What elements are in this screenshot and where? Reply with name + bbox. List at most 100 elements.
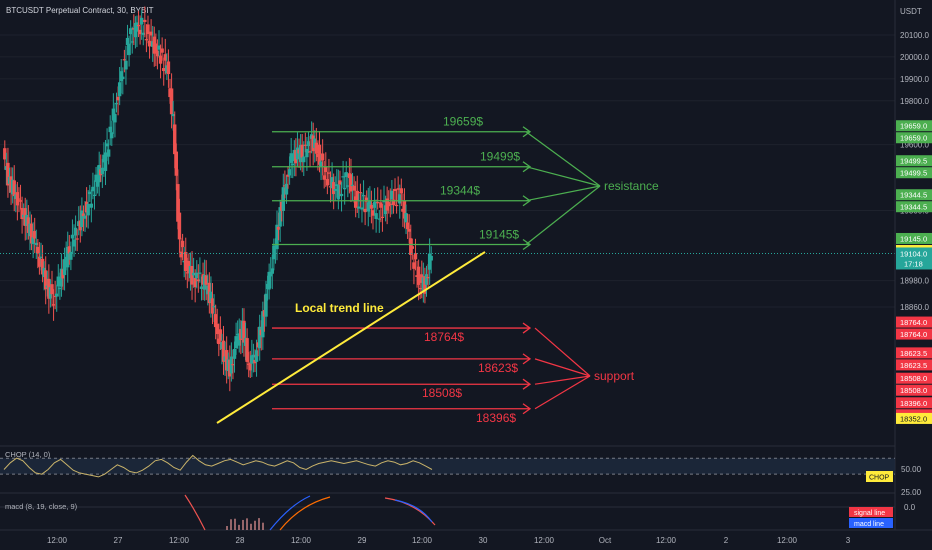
candle-body	[325, 179, 330, 186]
candle-body	[314, 142, 319, 154]
candle-body	[122, 59, 127, 61]
candle-body	[56, 276, 60, 287]
candle-body	[429, 255, 433, 261]
macd-hist-bar	[258, 518, 260, 530]
macd-hist-bar	[242, 519, 244, 530]
candle-body	[245, 338, 249, 362]
candle-body	[138, 29, 142, 35]
resistance-axis-dup-2-box	[896, 201, 932, 213]
candle-body	[352, 185, 356, 191]
macd-signal-drop	[184, 494, 206, 531]
support-axis-dup-2-text: 18508.0	[900, 386, 927, 395]
candle-body	[43, 270, 48, 290]
support-axis-1-box	[896, 347, 932, 359]
candle-body	[193, 277, 197, 288]
candle-body	[407, 228, 411, 232]
candle-body	[39, 256, 43, 258]
candle-body	[127, 43, 131, 56]
candle-body	[70, 234, 75, 239]
resistance-axis-0-box	[896, 120, 932, 132]
candle-body	[94, 174, 98, 182]
candle-body	[80, 210, 84, 228]
candle-body	[50, 284, 54, 295]
candle-body	[116, 96, 120, 101]
candle-body	[305, 148, 309, 158]
candle-body	[302, 156, 306, 163]
candle-body	[382, 200, 386, 203]
time-tick-10: 12:00	[656, 536, 677, 545]
chop-label: CHOP (14, 0)	[5, 450, 51, 459]
candle-body	[344, 172, 348, 178]
candle-body	[402, 201, 407, 219]
macd-line-fall	[394, 499, 433, 523]
support-axis-dup-1-box	[896, 359, 932, 371]
support-axis-dup-1-text: 18623.5	[900, 361, 927, 370]
candle-body	[213, 314, 218, 328]
candle-body	[295, 147, 300, 160]
time-tick-1: 27	[114, 536, 123, 545]
support-arrowhead-0	[522, 322, 532, 334]
support-label-0: 18764$	[424, 330, 464, 344]
time-tick-8: 12:00	[534, 536, 555, 545]
candle-body	[143, 19, 147, 23]
candle-body	[91, 186, 95, 192]
candle-body	[369, 204, 374, 209]
macd-hist-bar	[246, 518, 248, 530]
price-candles	[0, 6, 895, 392]
chop-tick-25: 25.00	[901, 488, 922, 497]
candle-body	[174, 151, 179, 176]
candle-body	[32, 231, 37, 239]
candle-body	[67, 246, 72, 254]
candle-body	[89, 203, 94, 208]
time-tick-4: 12:00	[291, 536, 312, 545]
macd-line-rise	[269, 495, 311, 531]
candle-body	[160, 48, 164, 53]
candle-body	[149, 31, 153, 36]
support-axis-2-box	[896, 372, 932, 384]
resistance-arrowhead-3	[522, 238, 532, 251]
support-axis-dup-0-text: 18764.0	[900, 330, 927, 339]
candle-body	[180, 240, 185, 248]
candle-body	[147, 40, 152, 47]
candle-body	[355, 190, 359, 201]
candle-body	[346, 185, 350, 187]
candle-body	[324, 166, 328, 172]
countdown-text: 17:18	[904, 259, 923, 268]
candle-body	[416, 266, 421, 285]
candle-body	[281, 187, 286, 211]
macd-label: macd (8, 19, close, 9)	[5, 502, 78, 511]
candle-body	[412, 262, 416, 269]
candle-body	[360, 207, 364, 210]
candle-body	[100, 167, 105, 174]
candle-body	[29, 223, 34, 244]
candle-body	[317, 144, 322, 165]
support-axis-3-box	[896, 397, 932, 409]
candle-body	[163, 54, 167, 61]
candle-body	[275, 224, 279, 250]
candle-body	[390, 190, 394, 200]
price-tick-1: 20000.0	[900, 53, 929, 62]
candle-body	[92, 194, 97, 197]
candle-body	[372, 201, 377, 208]
resistance-axis-dup-0-text: 19659.0	[900, 134, 927, 143]
price-tick-2: 19900.0	[900, 75, 929, 84]
support-arrowhead-3	[522, 403, 532, 415]
candle-body	[276, 226, 281, 230]
candle-body	[248, 362, 252, 371]
candle-body	[3, 148, 7, 160]
support-arrowhead-2	[522, 378, 532, 390]
macd-pane	[0, 494, 895, 531]
candle-body	[37, 256, 42, 267]
resistance-axis-dup-1-text: 19499.5	[900, 169, 927, 178]
candle-body	[86, 203, 90, 216]
price-tick-7: 18860.0	[900, 303, 929, 312]
candle-body	[353, 196, 358, 208]
candle-body	[103, 152, 108, 171]
candle-body	[404, 213, 408, 223]
candle-body	[155, 50, 160, 57]
candle-body	[427, 253, 432, 270]
chop-pane	[0, 454, 895, 478]
candle-body	[62, 259, 67, 276]
candle-body	[269, 271, 273, 277]
